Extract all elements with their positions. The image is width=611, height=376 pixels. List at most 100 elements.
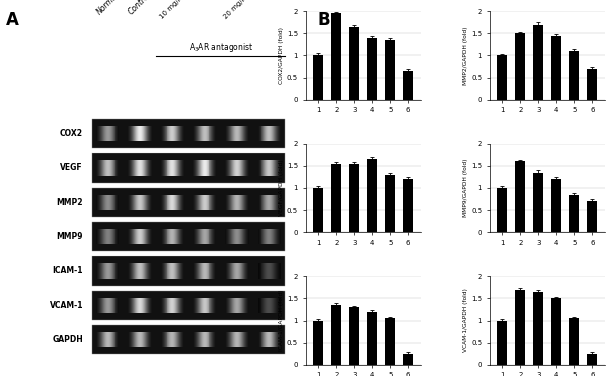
Bar bbox=[244, 229, 246, 244]
Bar bbox=[497, 188, 507, 232]
Bar bbox=[145, 332, 146, 347]
Bar bbox=[193, 263, 194, 279]
Bar bbox=[100, 263, 101, 279]
Bar bbox=[138, 229, 139, 244]
Bar bbox=[237, 298, 238, 313]
Bar bbox=[193, 195, 194, 210]
Bar bbox=[167, 161, 169, 176]
Bar bbox=[234, 263, 235, 279]
Bar bbox=[171, 195, 172, 210]
Bar bbox=[167, 195, 169, 210]
Bar bbox=[193, 298, 194, 313]
Bar bbox=[134, 263, 135, 279]
Bar bbox=[105, 332, 106, 347]
Bar bbox=[275, 195, 276, 210]
Bar bbox=[516, 290, 525, 365]
Bar bbox=[208, 161, 210, 176]
Bar bbox=[174, 126, 175, 141]
Bar bbox=[210, 161, 211, 176]
Bar bbox=[202, 332, 203, 347]
Bar bbox=[214, 126, 215, 141]
Bar bbox=[269, 332, 270, 347]
Bar bbox=[225, 229, 226, 244]
Bar bbox=[97, 298, 98, 313]
Bar bbox=[211, 195, 213, 210]
Bar bbox=[114, 229, 115, 244]
Bar bbox=[103, 332, 104, 347]
Text: MMP9: MMP9 bbox=[57, 232, 83, 241]
Bar bbox=[147, 126, 148, 141]
Bar bbox=[240, 195, 241, 210]
Bar bbox=[141, 332, 142, 347]
Bar bbox=[331, 305, 341, 365]
Bar bbox=[174, 161, 175, 176]
Bar bbox=[225, 332, 226, 347]
Bar bbox=[274, 229, 275, 244]
Bar bbox=[241, 298, 242, 313]
Bar bbox=[181, 161, 182, 176]
Bar bbox=[227, 298, 229, 313]
Bar bbox=[171, 298, 172, 313]
Bar bbox=[166, 229, 167, 244]
Bar bbox=[92, 153, 285, 182]
Bar bbox=[233, 229, 234, 244]
Bar bbox=[112, 332, 114, 347]
Bar bbox=[272, 332, 273, 347]
Bar bbox=[247, 332, 249, 347]
Bar bbox=[569, 51, 579, 100]
Bar bbox=[270, 195, 271, 210]
Bar bbox=[169, 126, 170, 141]
Bar bbox=[109, 332, 110, 347]
Bar bbox=[114, 161, 115, 176]
Bar bbox=[180, 195, 181, 210]
Bar bbox=[194, 126, 195, 141]
Bar bbox=[230, 195, 231, 210]
Bar bbox=[266, 298, 267, 313]
Bar bbox=[92, 188, 285, 217]
Bar bbox=[237, 263, 238, 279]
Bar bbox=[92, 222, 285, 251]
Bar bbox=[138, 126, 139, 141]
Bar bbox=[203, 298, 205, 313]
Bar bbox=[114, 263, 115, 279]
Bar bbox=[110, 298, 111, 313]
Bar bbox=[203, 161, 205, 176]
Bar bbox=[178, 229, 179, 244]
Bar bbox=[142, 195, 143, 210]
Bar bbox=[170, 195, 171, 210]
Bar bbox=[170, 161, 171, 176]
Bar bbox=[280, 298, 281, 313]
Text: Normal: Normal bbox=[95, 0, 121, 17]
Bar bbox=[244, 126, 246, 141]
Bar bbox=[164, 298, 166, 313]
Bar bbox=[117, 332, 119, 347]
Bar bbox=[269, 195, 270, 210]
Bar bbox=[105, 229, 106, 244]
Bar bbox=[112, 126, 114, 141]
Bar bbox=[171, 126, 172, 141]
Bar bbox=[236, 229, 237, 244]
Bar bbox=[181, 332, 182, 347]
Bar bbox=[161, 229, 162, 244]
Bar bbox=[102, 161, 103, 176]
Bar bbox=[205, 298, 206, 313]
Bar bbox=[106, 126, 107, 141]
Bar bbox=[403, 354, 413, 365]
Bar bbox=[195, 263, 196, 279]
Bar bbox=[117, 263, 119, 279]
Bar bbox=[177, 161, 178, 176]
Bar bbox=[106, 161, 107, 176]
Bar bbox=[198, 263, 199, 279]
Bar bbox=[110, 229, 111, 244]
Bar bbox=[349, 164, 359, 232]
Bar bbox=[176, 161, 177, 176]
Bar bbox=[163, 298, 164, 313]
Bar bbox=[143, 229, 144, 244]
Bar bbox=[241, 263, 242, 279]
Bar bbox=[275, 229, 276, 244]
Bar bbox=[117, 229, 119, 244]
Bar bbox=[161, 195, 162, 210]
Bar bbox=[150, 263, 151, 279]
Bar bbox=[194, 195, 195, 210]
Bar bbox=[143, 161, 144, 176]
